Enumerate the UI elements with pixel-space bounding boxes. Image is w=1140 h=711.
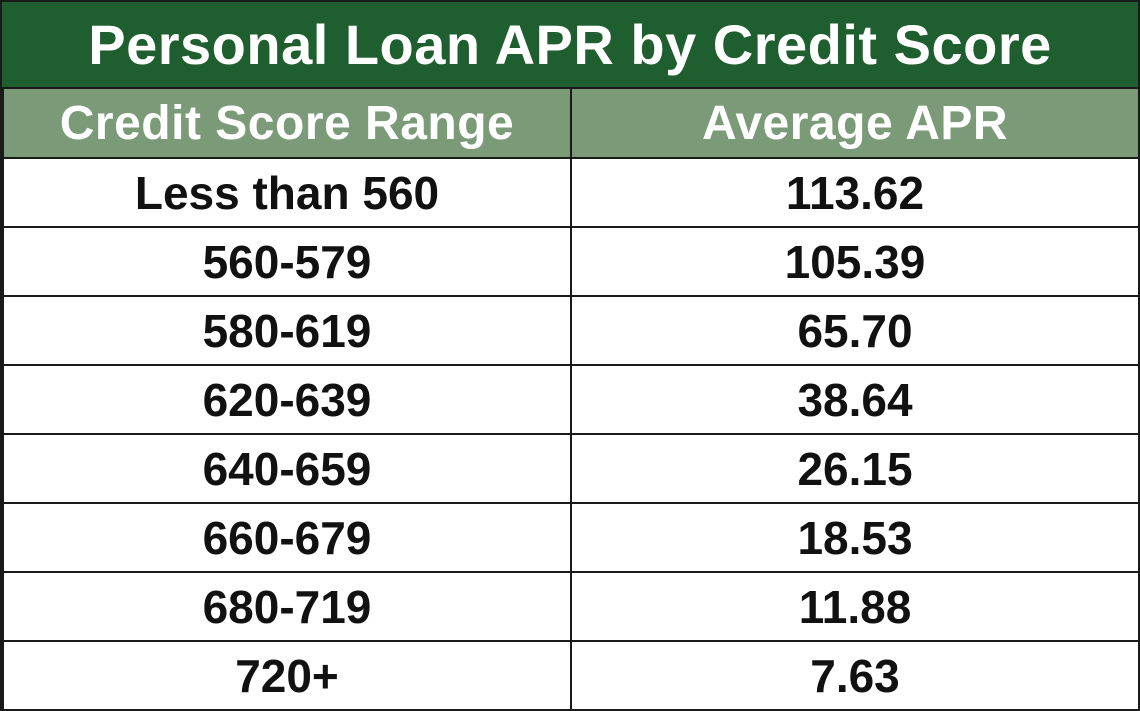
average-apr-cell: 38.64 <box>570 364 1140 435</box>
credit-score-range-cell: Less than 560 <box>2 157 572 228</box>
credit-score-range-cell: 720+ <box>2 640 572 711</box>
average-apr-cell: 113.62 <box>570 157 1140 228</box>
table-row: 720+ 7.63 <box>2 640 1140 711</box>
table-row: Less than 560 113.62 <box>2 157 1140 228</box>
credit-score-range-cell: 660-679 <box>2 502 572 573</box>
table-row: 640-659 26.15 <box>2 433 1140 504</box>
table-row: 580-619 65.70 <box>2 295 1140 366</box>
header-row: Credit Score Range Average APR <box>2 87 1140 159</box>
average-apr-cell: 65.70 <box>570 295 1140 366</box>
table-row: 680-719 11.88 <box>2 571 1140 642</box>
average-apr-cell: 7.63 <box>570 640 1140 711</box>
credit-score-range-cell: 640-659 <box>2 433 572 504</box>
column-header-average-apr: Average APR <box>570 87 1140 159</box>
credit-score-range-cell: 560-579 <box>2 226 572 297</box>
table-row: 560-579 105.39 <box>2 226 1140 297</box>
average-apr-cell: 105.39 <box>570 226 1140 297</box>
average-apr-cell: 26.15 <box>570 433 1140 504</box>
table-row: 620-639 38.64 <box>2 364 1140 435</box>
apr-table: Credit Score Range Average APR Less than… <box>2 87 1140 711</box>
credit-score-range-cell: 580-619 <box>2 295 572 366</box>
table-title: Personal Loan APR by Credit Score <box>2 2 1138 87</box>
column-header-credit-score-range: Credit Score Range <box>2 87 572 159</box>
credit-score-range-cell: 620-639 <box>2 364 572 435</box>
table-row: 660-679 18.53 <box>2 502 1140 573</box>
average-apr-cell: 11.88 <box>570 571 1140 642</box>
credit-score-range-cell: 680-719 <box>2 571 572 642</box>
average-apr-cell: 18.53 <box>570 502 1140 573</box>
